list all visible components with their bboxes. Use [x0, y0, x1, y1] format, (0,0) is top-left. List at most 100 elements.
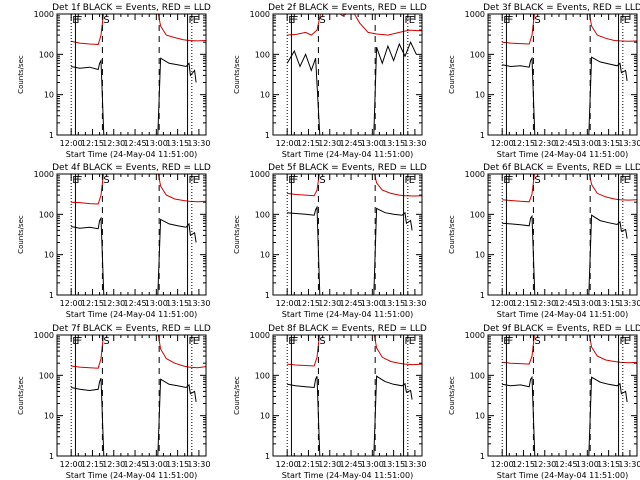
- y-tick-label: 1: [265, 131, 270, 140]
- x-tick-label: 12:45: [555, 299, 578, 308]
- x-tick-label: 13:15: [597, 460, 620, 469]
- y-tick-label: 10: [475, 412, 485, 421]
- y-axis-label: Counts/sec: [17, 55, 25, 94]
- marker-label-e: E: [409, 175, 415, 186]
- y-tick-label: 100: [470, 50, 485, 59]
- y-tick-label: 1000: [465, 331, 485, 340]
- marker-label-e: E: [624, 336, 630, 347]
- x-tick-label: 13:15: [382, 139, 405, 148]
- y-tick-label: 100: [255, 371, 270, 380]
- x-tick-label: 12:00: [60, 460, 83, 469]
- marker-label-f: F: [76, 15, 82, 26]
- panel-1: Det 1f BLACK = Events, RED = LLD Counts/s…: [17, 3, 211, 159]
- panel-9: Det 9f BLACK = Events, RED = LLD Counts/s…: [448, 324, 640, 480]
- marker-label-f: F: [76, 336, 82, 347]
- plot-frame: [56, 173, 207, 296]
- panel-8: Det 8f BLACK = Events, RED = LLD Counts/s…: [233, 324, 427, 480]
- x-tick-label: 13:00: [361, 299, 384, 308]
- y-tick-label: 1000: [465, 10, 485, 19]
- y-tick-label: 100: [39, 50, 54, 59]
- plot-frame: [487, 13, 638, 136]
- x-tick-label: 13:30: [618, 139, 640, 148]
- x-tick-label: 12:30: [102, 460, 125, 469]
- x-tick-label: 12:00: [491, 460, 514, 469]
- x-tick-label: 13:15: [382, 299, 405, 308]
- x-tick-label: 12:45: [340, 460, 363, 469]
- y-axis-label: Counts/sec: [233, 55, 241, 94]
- y-axis-label: Counts/sec: [17, 215, 25, 254]
- lld-rate-line: [287, 14, 422, 36]
- x-tick-label: 13:00: [145, 299, 168, 308]
- x-tick-label: 12:30: [102, 139, 125, 148]
- x-tick-label: 13:15: [382, 460, 405, 469]
- marker-label-f: F: [507, 175, 513, 186]
- marker-label-e: E: [409, 336, 415, 347]
- x-tick-label: 13:15: [166, 460, 189, 469]
- panel-title: Det 3f BLACK = Events, RED = LLD: [483, 3, 640, 13]
- y-tick-label: 100: [255, 50, 270, 59]
- y-tick-label: 1: [265, 452, 270, 461]
- panel-title: Det 1f BLACK = Events, RED = LLD: [52, 3, 211, 13]
- x-axis-label: Start Time (24-May-04 11:51:00): [282, 150, 413, 159]
- y-tick-label: 1000: [34, 170, 54, 179]
- y-tick-label: 10: [44, 91, 54, 100]
- y-tick-label: 1000: [250, 170, 270, 179]
- y-tick-label: 1000: [34, 10, 54, 19]
- x-tick-label: 12:45: [555, 139, 578, 148]
- x-tick-label: 13:30: [187, 460, 210, 469]
- x-tick-label: 12:00: [276, 299, 299, 308]
- x-tick-label: 12:00: [60, 139, 83, 148]
- marker-label-e: E: [193, 15, 199, 26]
- x-axis-label: Start Time (24-May-04 11:51:00): [497, 310, 628, 319]
- x-tick-label: 12:45: [340, 299, 363, 308]
- x-tick-label: 12:15: [297, 460, 320, 469]
- marker-label-s: S: [319, 15, 325, 26]
- panel-title: Det 9f BLACK = Events, RED = LLD: [483, 324, 640, 334]
- marker-label-f: F: [292, 175, 298, 186]
- y-tick-label: 1: [49, 291, 54, 300]
- y-tick-label: 1000: [34, 331, 54, 340]
- x-tick-label: 12:45: [124, 299, 147, 308]
- y-tick-label: 1000: [465, 170, 485, 179]
- y-tick-label: 10: [44, 251, 54, 260]
- marker-label-s: S: [103, 15, 109, 26]
- marker-label-s: S: [534, 175, 540, 186]
- y-tick-label: 10: [260, 251, 270, 260]
- y-axis-label: Counts/sec: [233, 376, 241, 415]
- x-tick-label: 12:30: [318, 460, 341, 469]
- x-tick-label: 13:00: [576, 139, 599, 148]
- y-tick-label: 1000: [250, 331, 270, 340]
- y-axis-label: Counts/sec: [448, 215, 456, 254]
- y-axis-label: Counts/sec: [448, 55, 456, 94]
- panel-7: Det 7f BLACK = Events, RED = LLD Counts/s…: [17, 324, 211, 480]
- x-tick-label: 12:00: [276, 139, 299, 148]
- y-tick-label: 1: [49, 452, 54, 461]
- x-tick-label: 12:15: [512, 460, 535, 469]
- marker-label-s: S: [534, 15, 540, 26]
- x-tick-label: 13:00: [576, 460, 599, 469]
- plot-frame: [56, 334, 207, 457]
- x-tick-label: 13:15: [166, 299, 189, 308]
- y-tick-label: 1: [49, 131, 54, 140]
- y-tick-label: 10: [260, 412, 270, 421]
- marker-label-s: S: [319, 175, 325, 186]
- y-tick-label: 10: [475, 91, 485, 100]
- x-tick-label: 13:30: [187, 139, 210, 148]
- marker-label-e: E: [193, 175, 199, 186]
- x-tick-label: 12:30: [533, 460, 556, 469]
- plot-frame: [487, 173, 638, 296]
- panel-title: Det 5f BLACK = Events, RED = LLD: [268, 163, 427, 173]
- x-tick-label: 12:45: [555, 460, 578, 469]
- x-tick-label: 13:00: [145, 139, 168, 148]
- x-tick-label: 12:15: [297, 299, 320, 308]
- y-tick-label: 10: [475, 251, 485, 260]
- x-axis-label: Start Time (24-May-04 11:51:00): [66, 150, 197, 159]
- x-tick-label: 13:30: [187, 299, 210, 308]
- y-tick-label: 10: [260, 91, 270, 100]
- y-tick-label: 100: [470, 210, 485, 219]
- x-axis-label: Start Time (24-May-04 11:51:00): [66, 471, 197, 480]
- x-tick-label: 12:30: [318, 299, 341, 308]
- plot-frame: [272, 173, 423, 296]
- marker-label-e: E: [624, 15, 630, 26]
- y-tick-label: 1: [480, 291, 485, 300]
